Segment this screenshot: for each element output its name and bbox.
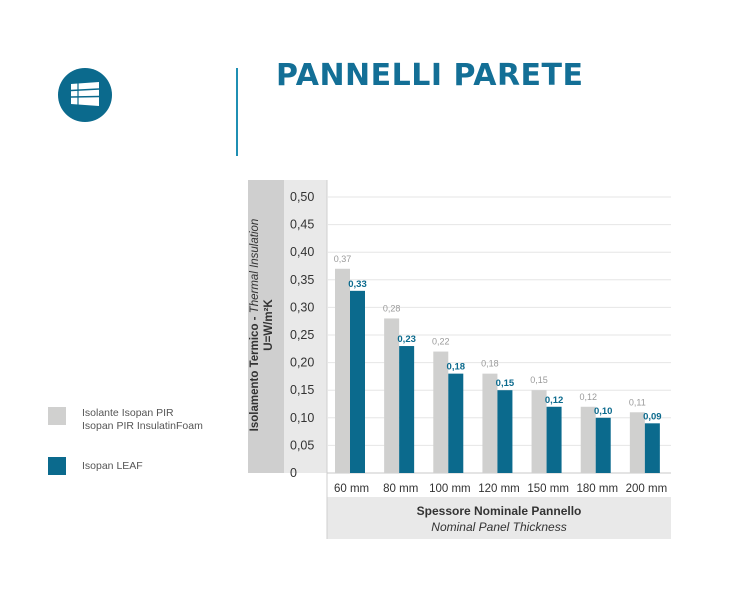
x-tick-label: 200 mm xyxy=(626,483,668,495)
y-axis-title-panel xyxy=(248,180,284,473)
data-label: 0,12 xyxy=(545,395,564,406)
y-tick-label: 0,10 xyxy=(290,411,314,425)
page-title: PANNELLI PARETE xyxy=(276,58,584,93)
data-label: 0,15 xyxy=(496,378,515,389)
y-tick-label: 0,05 xyxy=(290,438,314,452)
bar xyxy=(482,373,498,473)
y-tick-label: 0,30 xyxy=(290,300,314,314)
data-label: 0,33 xyxy=(348,279,367,290)
bar xyxy=(350,290,365,473)
y-tick-label: 0,25 xyxy=(290,328,314,342)
y-tick-label: 0,15 xyxy=(290,383,314,397)
legend-swatch-leaf xyxy=(48,457,66,475)
legend-pir-label-1: Isolante Isopan PIR xyxy=(82,407,174,419)
data-label: 0,09 xyxy=(643,411,662,422)
header-divider xyxy=(236,68,238,156)
bar xyxy=(497,390,513,473)
data-label: 0,23 xyxy=(397,334,416,345)
x-axis-title: Spessore Nominale Pannello xyxy=(417,504,582,518)
wall-panel-logo-icon xyxy=(58,68,112,122)
bar xyxy=(399,346,415,473)
y-tick-label: 0,20 xyxy=(290,356,314,370)
bar xyxy=(595,417,611,473)
x-tick-label: 80 mm xyxy=(383,483,418,495)
y-axis-title: Isolamento Termico - Thermal Insulation xyxy=(249,219,261,432)
bar xyxy=(448,373,464,473)
bar xyxy=(433,351,449,473)
y-tick-label: 0,45 xyxy=(290,218,314,232)
x-axis-title-panel xyxy=(327,497,671,539)
x-axis-subtitle: Nominal Panel Thickness xyxy=(431,520,566,534)
data-label: 0,11 xyxy=(629,397,646,407)
y-tick-label: 0,50 xyxy=(290,190,314,204)
data-label: 0,22 xyxy=(432,337,450,347)
x-tick-label: 120 mm xyxy=(478,483,520,495)
x-tick-label: 60 mm xyxy=(334,483,369,495)
data-label: 0,18 xyxy=(447,362,466,373)
data-label: 0,12 xyxy=(579,392,597,402)
bar xyxy=(546,406,562,473)
x-tick-label: 150 mm xyxy=(527,483,569,495)
data-label: 0,28 xyxy=(383,303,401,313)
x-tick-label: 180 mm xyxy=(577,483,619,495)
x-tick-label: 100 mm xyxy=(429,483,471,495)
y-tick-panel xyxy=(284,180,327,473)
y-tick-label: 0,35 xyxy=(290,273,314,287)
bar xyxy=(629,412,645,473)
bar xyxy=(580,406,596,473)
y-tick-label: 0 xyxy=(290,466,297,480)
y-tick-label: 0,40 xyxy=(290,245,314,259)
data-label: 0,15 xyxy=(530,375,548,385)
legend-swatch-pir xyxy=(48,407,66,425)
data-label: 0,10 xyxy=(594,406,613,417)
bar xyxy=(531,390,547,473)
bar xyxy=(384,318,400,473)
legend-leaf-label: Isopan LEAF xyxy=(82,460,143,472)
bar xyxy=(335,268,350,473)
data-label: 0,37 xyxy=(334,254,352,264)
y-axis-unit: U=W/m²K xyxy=(263,299,275,351)
bar xyxy=(644,423,660,473)
data-label: 0,18 xyxy=(481,359,499,369)
legend-pir-label-2: Isopan PIR InsulatinFoam xyxy=(82,420,203,432)
